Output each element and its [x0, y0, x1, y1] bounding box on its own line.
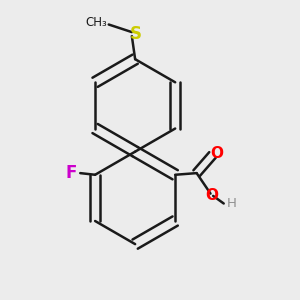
Text: O: O	[206, 188, 219, 203]
Text: CH₃: CH₃	[85, 16, 107, 29]
Text: S: S	[130, 26, 142, 44]
Text: F: F	[66, 164, 77, 182]
Text: H: H	[226, 197, 236, 210]
Text: O: O	[210, 146, 223, 161]
